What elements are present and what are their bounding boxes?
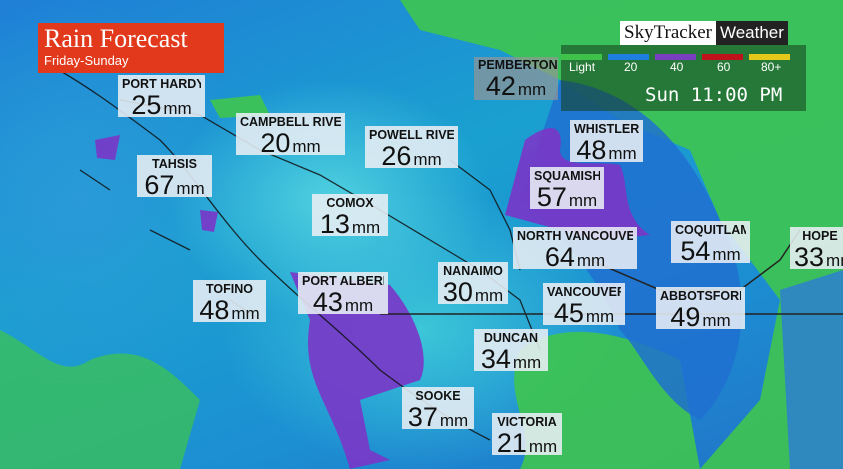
location-name: PORT HARDY — [122, 77, 201, 91]
location-label-pemberton: PEMBERTON 42 mm — [474, 57, 558, 100]
legend-label-60: 60 — [717, 60, 731, 74]
brand-name-part2: Weather — [715, 21, 788, 45]
location-name: PORT ALBERNI — [302, 274, 384, 288]
rain-unit: mm — [517, 80, 547, 99]
rain-unit: mm — [231, 304, 260, 323]
rain-unit: mm — [576, 251, 606, 270]
page-subtitle: Friday-Sunday — [44, 53, 129, 68]
location-label-north-vancouver: NORTH VANCOUVER 64 mm — [513, 227, 637, 272]
rain-amount: 30 — [442, 277, 473, 307]
location-label-comox: COMOX 13 mm — [312, 194, 388, 239]
legend-label-80: 80+ — [761, 60, 782, 74]
location-name: SQUAMISH — [534, 169, 600, 183]
title-panel: Rain Forecast Friday-Sunday — [38, 23, 224, 73]
location-name: HOPE — [802, 229, 838, 243]
rain-unit: mm — [439, 411, 469, 430]
location-name: CAMPBELL RIVER — [240, 115, 341, 129]
rain-amount: 48 — [576, 135, 607, 165]
location-name: PEMBERTON — [478, 58, 558, 72]
location-name: DUNCAN — [483, 331, 539, 345]
rain-unit: mm — [163, 99, 192, 118]
rain-amount: 45 — [553, 298, 584, 328]
rain-unit: mm — [568, 191, 598, 210]
location-name: NORTH VANCOUVER — [517, 229, 633, 243]
rain-unit: mm — [176, 179, 205, 198]
location-name: VICTORIA — [497, 415, 557, 429]
location-name: VANCOUVER — [547, 285, 621, 299]
brand-name-part1: SkyTracker — [620, 21, 716, 45]
page-title: Rain Forecast — [44, 24, 188, 53]
rain-unit: mm — [292, 137, 321, 156]
rain-amount: 57 — [536, 182, 567, 212]
rain-amount: 34 — [480, 344, 511, 374]
location-name: TOFINO — [206, 282, 253, 296]
rain-unit: mm — [712, 245, 741, 264]
rain-unit: mm — [608, 144, 637, 163]
rain-unit: mm — [826, 251, 843, 270]
location-label-whistler: WHISTLER 48 mm — [570, 120, 643, 165]
rain-amount: 26 — [381, 141, 412, 171]
rain-unit: mm — [413, 150, 442, 169]
rain-amount: 37 — [407, 402, 438, 432]
rain-unit: mm — [351, 218, 381, 237]
rain-amount: 42 — [485, 71, 516, 101]
rain-amount: 67 — [144, 170, 175, 200]
location-label-powell-river: POWELL RIVER26mm — [365, 126, 458, 171]
location-label-hope: HOPE33mm — [790, 227, 843, 272]
legend-label-light: Light — [569, 60, 596, 74]
rain-legend: Light 20 40 60 80+ — [561, 45, 806, 111]
legend-swatch-60 — [702, 54, 743, 60]
rain-amount: 21 — [496, 428, 527, 458]
location-label-vancouver: VANCOUVER 45 mm — [543, 283, 625, 328]
rain-amount: 13 — [319, 209, 350, 239]
rain-unit: mm — [512, 353, 542, 372]
location-label-victoria: VICTORIA 21 mm — [492, 413, 562, 458]
location-label-tofino: TOFINO 48 mm — [193, 280, 266, 325]
legend-swatch-40 — [655, 54, 696, 60]
rain-amount: 48 — [199, 295, 230, 325]
rain-amount: 43 — [312, 287, 343, 317]
location-label-campbell-river: CAMPBELL RIVER 20 mm — [236, 113, 345, 158]
location-label-coquitlam: COQUITLAM 54 mm — [671, 221, 750, 266]
forecast-timestamp: Sun 11:00 PM — [645, 84, 783, 106]
legend-label-20: 20 — [624, 60, 638, 74]
rain-unit: mm — [344, 296, 374, 315]
location-name: ABBOTSFORD — [660, 289, 741, 303]
legend-swatch-80 — [749, 54, 790, 60]
rain-amount: 64 — [544, 242, 575, 272]
brand-logo: SkyTracker Weather — [620, 21, 788, 45]
location-label-port-hardy: PORT HARDY 25 mm — [118, 75, 205, 120]
rain-unit: mm — [474, 286, 504, 305]
rain-amount: 25 — [131, 90, 162, 120]
rain-amount: 33 — [794, 242, 825, 272]
legend-swatch-light — [561, 54, 602, 60]
location-name: COQUITLAM — [675, 223, 746, 237]
location-label-duncan: DUNCAN 34 mm — [474, 329, 548, 374]
location-label-port-alberni: PORT ALBERNI43mm — [298, 272, 388, 317]
rain-unit: mm — [702, 311, 731, 330]
location-name: COMOX — [326, 196, 374, 210]
location-name: POWELL RIVER — [369, 128, 454, 142]
location-name: TAHSIS — [152, 157, 197, 171]
location-label-abbotsford: ABBOTSFORD 49 mm — [656, 287, 745, 332]
rain-amount: 54 — [680, 236, 711, 266]
location-label-squamish: SQUAMISH 57 mm — [530, 167, 604, 212]
rain-amount: 49 — [670, 302, 701, 332]
location-name: SOOKE — [415, 389, 461, 403]
location-label-tahsis: TAHSIS 67 mm — [137, 155, 212, 200]
legend-swatch-20 — [608, 54, 649, 60]
legend-label-40: 40 — [670, 60, 684, 74]
location-name: NANAIMO — [443, 264, 503, 278]
rain-unit: mm — [585, 307, 615, 326]
location-label-nanaimo: NANAIMO 30 mm — [438, 262, 508, 307]
location-name: WHISTLER — [574, 122, 639, 136]
rain-unit: mm — [528, 437, 558, 456]
location-label-sooke: SOOKE 37 mm — [402, 387, 474, 432]
rain-amount: 20 — [260, 128, 291, 158]
